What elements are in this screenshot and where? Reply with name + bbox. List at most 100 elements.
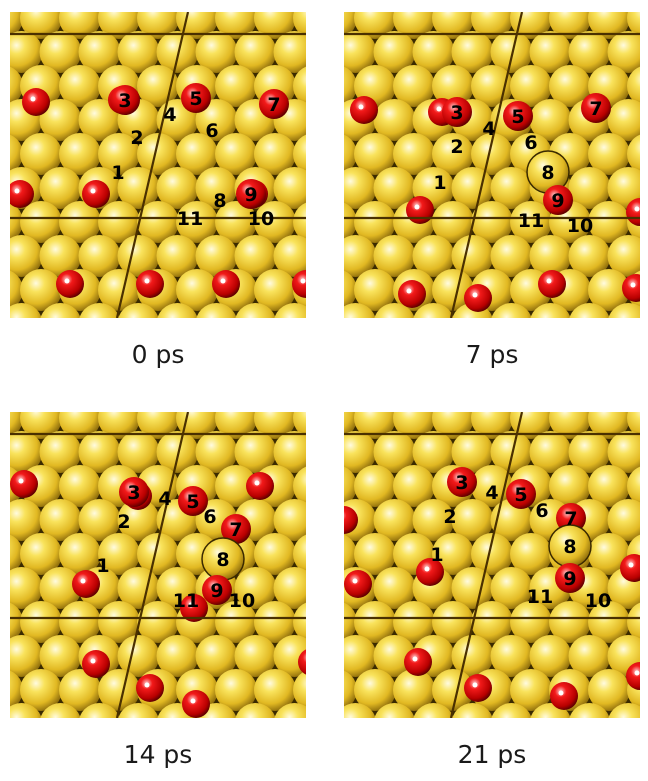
oxygen-atom — [416, 558, 444, 586]
gold-atom — [234, 235, 277, 277]
oxygen-atom-labeled — [110, 85, 140, 115]
gold-atom — [490, 167, 533, 209]
unit-cell-line — [449, 412, 524, 718]
oxygen-atom-labeled — [506, 479, 536, 509]
gold-atom — [529, 235, 572, 277]
gold-atom — [137, 12, 179, 39]
oxygen-atom-labeled — [503, 101, 533, 131]
atom-label: 1 — [111, 162, 124, 184]
gold-atom — [20, 133, 62, 175]
caption-14ps: 14 ps — [123, 740, 193, 769]
atom-label: 8 — [541, 162, 554, 184]
oxygen-atom — [292, 270, 306, 298]
gold-atom — [344, 703, 376, 718]
oxygen-atom — [182, 690, 210, 718]
gold-atom — [588, 601, 630, 643]
gold-atom — [293, 134, 306, 174]
atom-label: 4 — [163, 104, 176, 126]
oxygen-atom — [246, 472, 274, 500]
gold-atom — [98, 533, 140, 575]
atom-label: 7 — [229, 519, 242, 541]
gold-atom — [432, 12, 474, 39]
oxygen-atom — [350, 96, 378, 124]
gold-atom — [10, 534, 23, 574]
gold-atom — [432, 65, 474, 107]
oxygen-atom — [136, 674, 164, 702]
gold-atom — [215, 412, 257, 439]
gold-atom — [254, 133, 296, 175]
gold-atom — [10, 602, 23, 642]
gold-atom — [344, 635, 377, 677]
oxygen-atom — [404, 648, 432, 676]
gold-atom — [529, 31, 572, 73]
gold-atom — [215, 201, 257, 243]
gold-atom — [273, 499, 306, 541]
gold-atom — [568, 167, 611, 209]
gold-atom — [373, 567, 416, 609]
gold-atom — [607, 99, 640, 141]
gold-atom — [293, 602, 306, 642]
oxygen-highlight — [14, 188, 20, 194]
gold-atom — [254, 533, 296, 575]
oxygen-highlight — [406, 288, 412, 294]
gold-atom — [118, 303, 159, 318]
gold-atom — [432, 533, 474, 575]
atom-label: 7 — [267, 94, 280, 116]
gold-atom — [117, 499, 160, 541]
gold-atom — [39, 167, 82, 209]
gold-atom — [156, 635, 199, 677]
gold-atom — [10, 499, 43, 541]
gold-atom — [59, 201, 101, 243]
oxygen-atom-labeled — [202, 575, 232, 605]
gold-atom — [412, 235, 455, 277]
oxygen-highlight — [546, 278, 552, 284]
oxygen-highlight — [90, 658, 96, 664]
gold-atom — [588, 533, 630, 575]
atom-label: 8 — [216, 549, 229, 571]
oxygen-highlight — [144, 278, 150, 284]
gold-atom — [608, 303, 640, 318]
gold-atom — [98, 269, 140, 311]
gold-atom — [373, 99, 416, 141]
gold-atom — [344, 31, 377, 73]
oxygen-atom — [10, 180, 34, 208]
atom-label: 3 — [118, 90, 131, 112]
oxygen-atom-labeled — [555, 563, 585, 593]
gold-atom — [471, 412, 513, 439]
gold-atom — [393, 669, 435, 711]
gold-atom — [157, 303, 198, 318]
oxygen-highlight — [254, 480, 260, 486]
oxygen-atom — [398, 280, 426, 308]
oxygen-highlight — [628, 562, 634, 568]
gold-atom — [354, 465, 396, 507]
caption-7ps: 7 ps — [465, 340, 519, 369]
gold-atom — [588, 133, 630, 175]
gold-atom — [215, 65, 257, 107]
gold-atom — [588, 412, 630, 439]
gold-atom — [117, 31, 160, 73]
atom-label: 10 — [248, 208, 274, 230]
gold-atom — [451, 499, 494, 541]
gold-atom — [354, 601, 396, 643]
gold-atom — [59, 465, 101, 507]
caption-0ps: 0 ps — [131, 340, 185, 369]
oxygen-atom — [180, 594, 208, 622]
gold-atom — [39, 567, 82, 609]
atom-label: 9 — [210, 580, 223, 602]
gold-atom — [354, 533, 396, 575]
gold-atom — [588, 201, 630, 243]
oxygen-highlight — [558, 690, 564, 696]
gold-atom — [156, 31, 199, 73]
gold-atom — [588, 269, 630, 311]
oxygen-highlight — [358, 104, 364, 110]
gold-atom — [432, 412, 474, 439]
gold-atom — [373, 235, 416, 277]
gold-atom — [215, 601, 257, 643]
oxygen-highlight — [144, 682, 150, 688]
gold-atom — [10, 202, 23, 242]
gold-atom — [491, 303, 532, 318]
atom-label: 2 — [443, 506, 456, 528]
gold-atom — [10, 235, 43, 277]
